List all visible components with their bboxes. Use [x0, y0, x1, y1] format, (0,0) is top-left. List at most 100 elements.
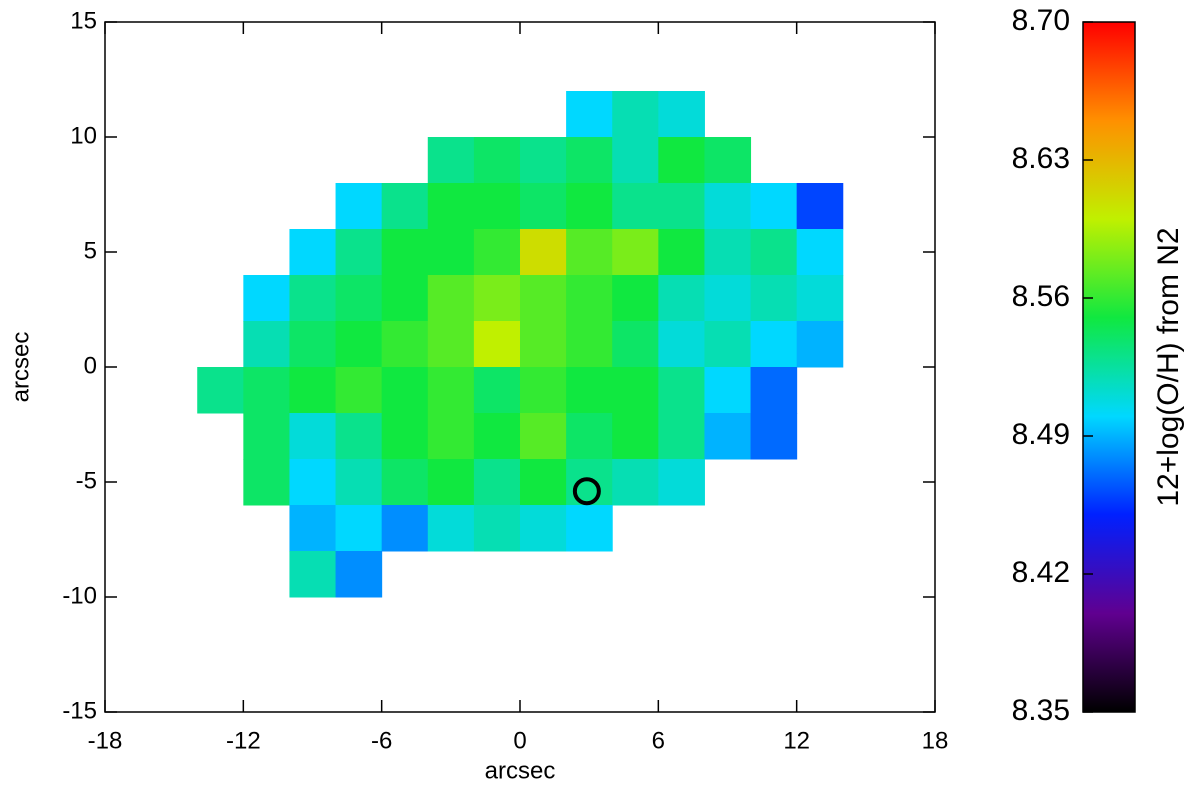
map-cell: [381, 459, 429, 506]
map-cell: [796, 275, 844, 322]
map-cell: [566, 321, 613, 368]
colorbar-tick-label: 8.70: [1012, 4, 1070, 37]
map-cell: [335, 275, 383, 322]
colorbar-tick-label: 8.63: [1012, 142, 1070, 175]
colorbar-tick-label: 8.35: [1012, 694, 1070, 727]
map-cell: [750, 321, 798, 368]
map-cell: [520, 183, 567, 230]
map-cell: [612, 321, 659, 368]
map-cell: [335, 183, 383, 230]
map-cell: [658, 137, 705, 184]
map-cell: [243, 367, 290, 414]
map-cell: [704, 275, 752, 322]
colorbar-scale: [1082, 21, 1136, 713]
map-cell: [566, 505, 613, 552]
map-cell: [612, 413, 659, 460]
map-cell: [750, 413, 798, 460]
map-cell: [704, 321, 752, 368]
colorbar-tick-label: 8.42: [1012, 556, 1070, 589]
map-cell: [704, 229, 752, 276]
map-cell: [796, 183, 844, 230]
map-cell: [289, 505, 337, 552]
map-cell: [289, 367, 337, 414]
map-cell: [520, 137, 567, 184]
y-tick-label: 0: [84, 352, 97, 379]
x-tick-label: -6: [371, 727, 392, 754]
map-cell: [612, 91, 659, 138]
map-cell: [658, 229, 705, 276]
map-cell: [566, 413, 613, 460]
colorbar-tick-label: 8.49: [1012, 418, 1070, 451]
map-cell: [381, 413, 429, 460]
map-cell: [704, 367, 752, 414]
map-cell: [427, 321, 475, 368]
map-cell: [335, 459, 383, 506]
map-cell: [658, 413, 705, 460]
map-cell: [704, 413, 752, 460]
map-cell: [750, 183, 798, 230]
x-tick-label: 0: [513, 727, 526, 754]
map-cell: [520, 413, 567, 460]
map: [197, 91, 844, 598]
map-cell: [473, 413, 521, 460]
map-cell: [289, 275, 337, 322]
y-tick-label: 5: [84, 237, 97, 264]
map-cell: [658, 91, 705, 138]
map-cell: [520, 321, 567, 368]
map-cell: [289, 551, 337, 598]
map-cell: [520, 229, 567, 276]
map-cell: [473, 275, 521, 322]
map-cell: [566, 367, 613, 414]
map-cell: [381, 505, 429, 552]
x-tick-label: -18: [88, 727, 123, 754]
map-cell: [612, 367, 659, 414]
map-cell: [658, 367, 705, 414]
map-cell: [612, 459, 659, 506]
map-cell: [289, 321, 337, 368]
map-cell: [473, 229, 521, 276]
map-cell: [796, 229, 844, 276]
map-cell: [243, 459, 290, 506]
map-cell: [566, 229, 613, 276]
map-cell: [381, 367, 429, 414]
map-cell: [289, 229, 337, 276]
map-cell: [566, 275, 613, 322]
map-cell: [612, 229, 659, 276]
map-cell: [335, 551, 383, 598]
map-cell: [750, 367, 798, 414]
map-cell: [473, 183, 521, 230]
map-cell: [427, 505, 475, 552]
map-cell: [520, 505, 567, 552]
y-tick-label: -15: [62, 697, 97, 724]
map-cell: [473, 367, 521, 414]
map-cell: [473, 459, 521, 506]
map-cell: [427, 459, 475, 506]
map-cell: [612, 137, 659, 184]
map-cell: [335, 229, 383, 276]
map-cell: [335, 505, 383, 552]
map-cell: [750, 229, 798, 276]
map-cell: [520, 459, 567, 506]
y-axis-label: arcsec: [7, 332, 34, 403]
x-tick-label: 6: [652, 727, 665, 754]
map-cell: [197, 367, 244, 414]
map-cell: [566, 459, 613, 506]
map-cell: [796, 321, 844, 368]
colorbar-tick-label: 8.56: [1012, 280, 1070, 313]
map-cell: [427, 275, 475, 322]
map-cell: [289, 459, 337, 506]
map-cell: [658, 275, 705, 322]
x-tick-label: -12: [226, 727, 261, 754]
map-cell: [612, 183, 659, 230]
x-axis-label: arcsec: [485, 757, 556, 784]
y-tick-label: -5: [76, 467, 97, 494]
map-cell: [658, 321, 705, 368]
map-cell: [750, 275, 798, 322]
map-cell: [335, 413, 383, 460]
map-cell: [473, 137, 521, 184]
map-cell: [243, 321, 290, 368]
map-cell: [427, 229, 475, 276]
map-cell: [289, 413, 337, 460]
map-cell: [381, 275, 429, 322]
